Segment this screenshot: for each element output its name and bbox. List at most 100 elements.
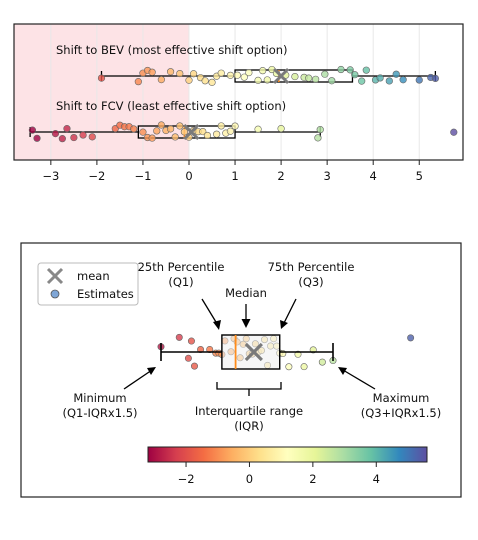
mean-marker xyxy=(183,123,200,141)
example-point xyxy=(300,363,308,371)
estimate-point xyxy=(176,122,184,130)
top-plot: −3 −2 −1 0 1 2 3 4 5 Shift to BEV (most effectiv… xyxy=(13,23,464,183)
estimate-point xyxy=(79,131,87,139)
estimate-point xyxy=(213,130,221,138)
example-point xyxy=(407,334,415,342)
annotation-max: Maximum (Q3+IQRx1.5) xyxy=(338,367,441,420)
x-tick-label: 3 xyxy=(323,169,330,183)
estimate-point xyxy=(185,76,193,84)
annotation-iqr-line2: (IQR) xyxy=(234,419,263,433)
estimate-point xyxy=(176,69,184,78)
legend-frame xyxy=(37,262,139,306)
annotation-min-line1: Minimum xyxy=(73,391,126,405)
estimate-point xyxy=(201,77,209,85)
estimate-point xyxy=(148,134,156,142)
example-point xyxy=(175,333,183,341)
estimate-point xyxy=(28,126,37,134)
example-point xyxy=(294,350,302,358)
estimate-point xyxy=(166,68,175,76)
example-point xyxy=(187,337,195,345)
legend-mean-marker xyxy=(46,267,64,285)
estimate-point xyxy=(346,66,354,74)
annotation-q3-line1: 75th Percentile xyxy=(268,260,355,274)
example-point xyxy=(318,358,326,366)
negative-region-shade xyxy=(14,24,189,160)
estimate-point xyxy=(134,78,142,86)
estimate-point xyxy=(431,74,439,82)
estimate-point xyxy=(97,74,106,82)
annotation-q3: 75th Percentile (Q3) xyxy=(268,260,355,329)
estimate-point xyxy=(51,130,60,138)
estimate-point xyxy=(88,133,96,141)
estimate-point xyxy=(180,128,188,136)
estimate-point xyxy=(328,77,336,85)
x-tick-label: −2 xyxy=(88,169,105,183)
legend-diagram-frame xyxy=(20,242,462,498)
estimate-point xyxy=(157,76,165,84)
estimate-point xyxy=(263,76,271,84)
estimate-point xyxy=(314,134,322,142)
estimate-point xyxy=(450,128,458,136)
estimate-point xyxy=(148,68,156,76)
estimate-point xyxy=(33,134,41,142)
legend: mean Estimates xyxy=(37,262,139,306)
estimate-point xyxy=(321,70,329,78)
estimate-point xyxy=(233,71,241,79)
colorbar-tick-label: 2 xyxy=(309,472,316,486)
example-point xyxy=(190,362,198,370)
top-plot-frame xyxy=(13,23,464,161)
estimate-point xyxy=(226,127,235,135)
estimate-point xyxy=(171,133,179,141)
estimate-point xyxy=(291,72,299,81)
top-x-axis: −3 −2 −1 0 1 2 3 4 5 xyxy=(42,160,423,183)
x-tick-label: −1 xyxy=(134,169,151,183)
series-bev xyxy=(97,65,439,86)
colorbar xyxy=(147,446,428,463)
estimate-point xyxy=(245,68,253,77)
x-tick-label: 0 xyxy=(185,169,192,183)
estimate-point xyxy=(362,66,370,74)
x-tick-label: 2 xyxy=(277,169,284,183)
estimate-point xyxy=(358,77,366,85)
example-point xyxy=(184,354,192,362)
annotation-min-line2: (Q1-IQRx1.5) xyxy=(62,406,137,420)
legend-estimates-label: Estimates xyxy=(77,287,134,301)
series-fcv xyxy=(28,121,458,143)
series-label-fcv: Shift to FCV (least effective shift opti… xyxy=(56,99,286,113)
estimate-point xyxy=(351,71,359,79)
estimate-point xyxy=(240,73,248,81)
estimate-point xyxy=(259,67,267,75)
estimate-point xyxy=(58,135,66,143)
colorbar-ticks: −2 0 2 4 xyxy=(178,462,380,486)
estimate-point xyxy=(63,125,71,133)
x-tick-label: 1 xyxy=(231,169,238,183)
annotation-median-text: Median xyxy=(225,286,267,300)
estimate-point xyxy=(139,128,147,136)
estimate-point xyxy=(316,126,324,134)
estimate-point xyxy=(208,78,216,86)
estimate-point xyxy=(399,76,407,84)
top-series-layer xyxy=(28,65,458,143)
example-iqr-box xyxy=(221,334,281,370)
annotation-iqr-line1: Interquartile range xyxy=(195,404,303,418)
estimate-point xyxy=(254,125,262,133)
annotation-max-line2: (Q3+IQRx1.5) xyxy=(361,406,442,420)
estimate-point xyxy=(231,122,239,130)
annotation-max-line1: Maximum xyxy=(373,391,430,405)
estimate-point xyxy=(254,76,262,84)
estimate-point xyxy=(277,125,285,133)
estimate-point xyxy=(166,125,175,133)
estimate-point xyxy=(70,133,78,142)
annotation-q3-line2: (Q3) xyxy=(298,275,323,289)
example-mean-marker xyxy=(244,342,263,362)
estimate-point xyxy=(217,122,225,130)
estimate-point xyxy=(226,71,235,79)
annotation-iqr: Interquartile range (IQR) xyxy=(195,382,303,433)
estimate-point xyxy=(153,127,161,135)
estimate-point xyxy=(385,77,393,85)
x-tick-label: 5 xyxy=(416,169,423,183)
series-label-bev: Shift to BEV (most effective shift optio… xyxy=(56,43,288,57)
example-point xyxy=(285,363,293,371)
x-tick-label: 4 xyxy=(370,169,377,183)
